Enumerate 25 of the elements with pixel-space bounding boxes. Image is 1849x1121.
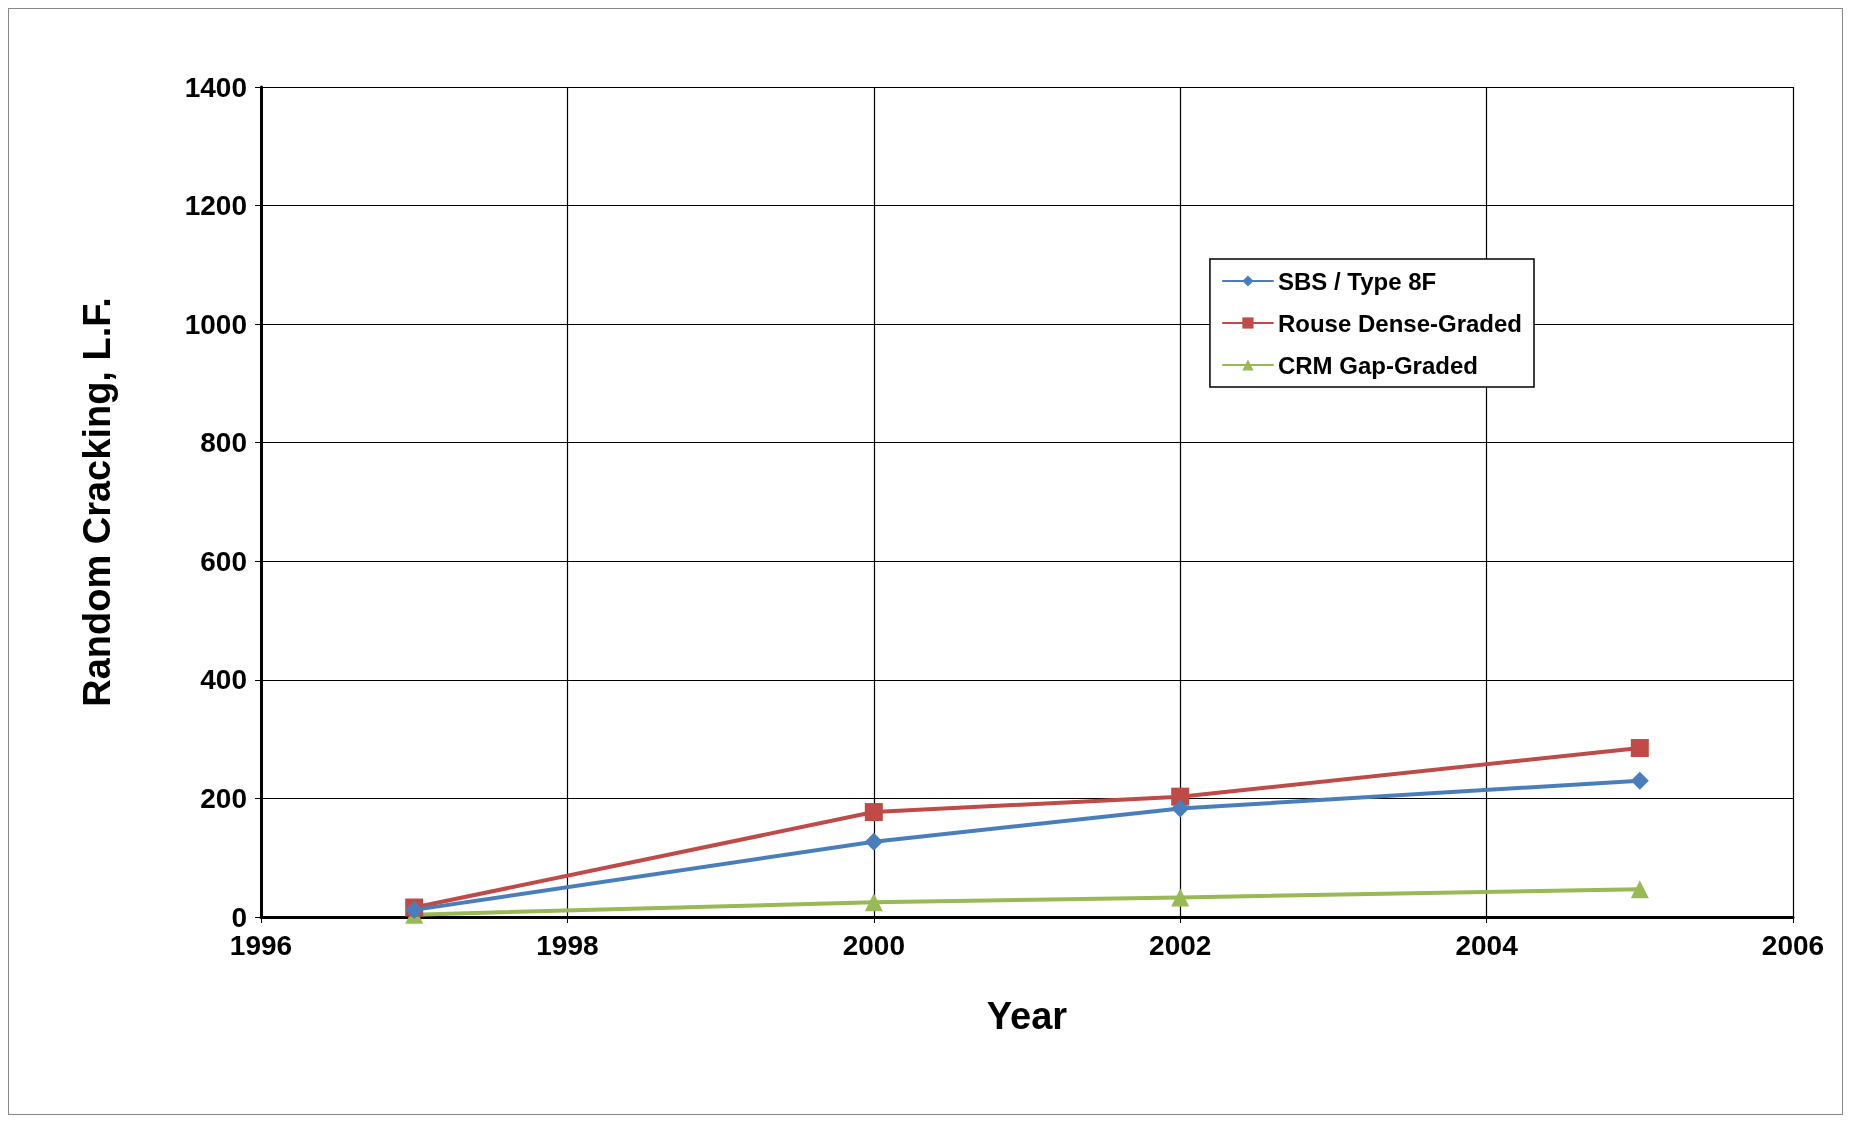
y-tick-label: 800 (200, 427, 247, 459)
y-tick-label: 1400 (184, 71, 247, 103)
legend-label: SBS / Type 8F (1277, 267, 1437, 295)
x-axis-title: Year (986, 995, 1068, 1037)
y-tick-label: 1000 (184, 308, 247, 340)
x-tick-label: 2006 (1761, 929, 1825, 961)
point (864, 893, 883, 912)
x-tick-label: 2004 (1455, 929, 1519, 961)
point (864, 803, 883, 822)
x-tick-label: 2002 (1149, 929, 1212, 961)
point (864, 832, 883, 851)
point (1630, 771, 1649, 790)
legend-label: CRM Gap-Graded (1277, 351, 1478, 379)
x-tick-label: 2000 (842, 929, 905, 961)
x-tick-label: 1998 (536, 929, 599, 961)
y-tick-label: 400 (200, 664, 247, 696)
y-tick-label: 200 (200, 782, 247, 814)
y-axis-title: Random Cracking, L.F. (76, 297, 118, 707)
point (1630, 739, 1649, 758)
legend-label: Rouse Dense-Graded (1277, 309, 1523, 337)
y-tick-label: 600 (200, 545, 247, 577)
point (1171, 799, 1190, 818)
point (1630, 880, 1649, 899)
point (1171, 888, 1190, 907)
y-tick-label: 1200 (184, 190, 247, 222)
